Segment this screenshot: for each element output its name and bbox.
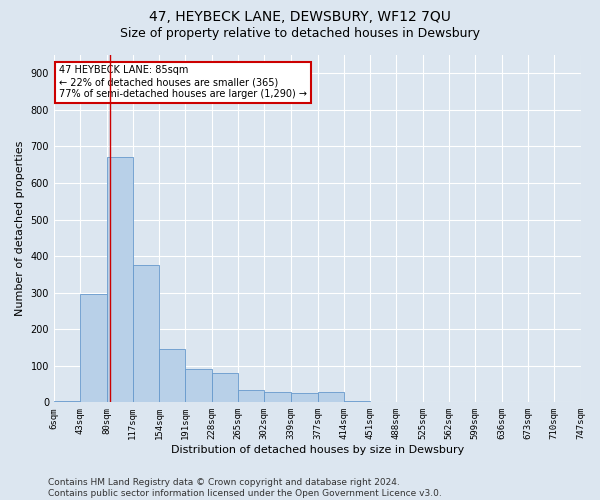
X-axis label: Distribution of detached houses by size in Dewsbury: Distribution of detached houses by size … bbox=[170, 445, 464, 455]
Bar bbox=[344, 400, 370, 402]
Bar bbox=[133, 265, 159, 402]
Bar bbox=[264, 392, 290, 402]
Text: Contains HM Land Registry data © Crown copyright and database right 2024.
Contai: Contains HM Land Registry data © Crown c… bbox=[48, 478, 442, 498]
Text: 47 HEYBECK LANE: 85sqm
← 22% of detached houses are smaller (365)
77% of semi-de: 47 HEYBECK LANE: 85sqm ← 22% of detached… bbox=[59, 66, 307, 98]
Text: 47, HEYBECK LANE, DEWSBURY, WF12 7QU: 47, HEYBECK LANE, DEWSBURY, WF12 7QU bbox=[149, 10, 451, 24]
Bar bbox=[107, 156, 133, 402]
Bar bbox=[159, 348, 185, 403]
Bar bbox=[317, 392, 344, 402]
Bar bbox=[238, 390, 264, 402]
Bar bbox=[185, 370, 212, 402]
Y-axis label: Number of detached properties: Number of detached properties bbox=[15, 141, 25, 316]
Text: Size of property relative to detached houses in Dewsbury: Size of property relative to detached ho… bbox=[120, 28, 480, 40]
Bar bbox=[290, 393, 317, 402]
Bar bbox=[80, 294, 107, 403]
Bar bbox=[54, 400, 80, 402]
Bar bbox=[212, 373, 238, 402]
